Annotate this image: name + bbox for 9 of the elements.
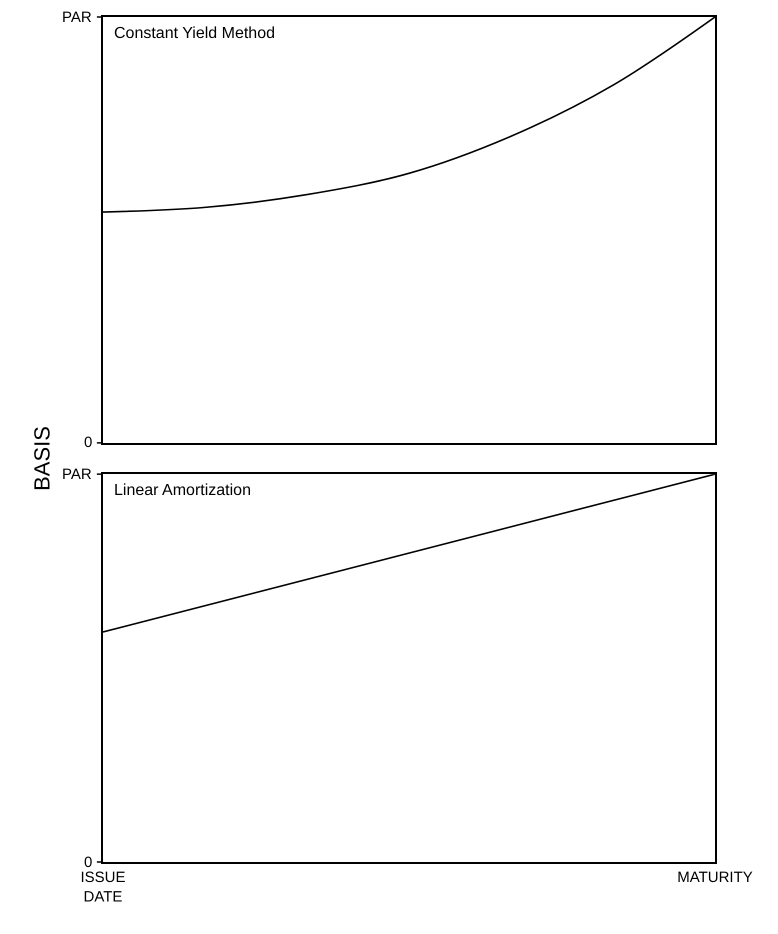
annotation: 0 <box>84 854 92 871</box>
x-tick-label: ISSUE DATE <box>80 868 126 906</box>
text: 0 <box>84 434 92 451</box>
text: PAR <box>62 9 92 26</box>
annotation: PAR <box>62 466 92 483</box>
x-tick-label: MATURITY <box>677 868 753 886</box>
text: Constant Yield Method <box>114 25 275 42</box>
text: Linear Amortization <box>114 482 251 499</box>
y-axis-title: BASIS <box>30 426 55 491</box>
